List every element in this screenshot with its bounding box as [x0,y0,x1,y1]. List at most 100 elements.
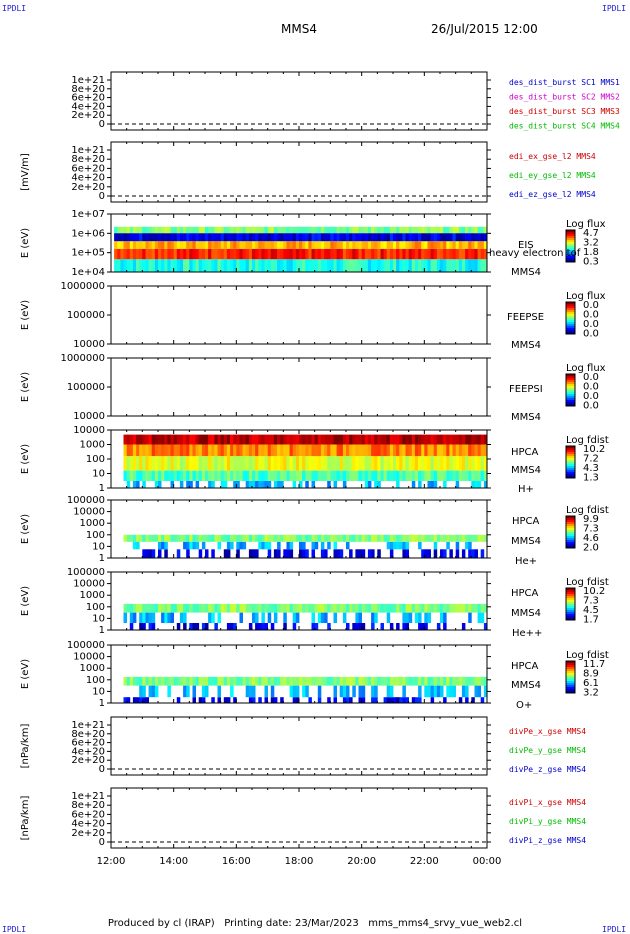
colorbar-value: 4.3 [583,463,599,474]
spectrogram-cell [261,233,265,242]
colorbar-segment [566,516,575,519]
y-tick-label: 6e+20 [71,809,105,820]
y-tick-label: 1e+04 [71,267,105,278]
legend-entry: edi_ex_gse_l2 MMS4 [509,152,596,161]
spectrogram-cell [183,444,187,457]
spectrogram-cell [342,259,347,272]
spectrogram-cell [258,534,262,542]
spectrogram-cell [389,444,394,457]
y-tick-label: 1 [99,553,105,564]
spectrogram-cell [402,676,406,686]
spectrogram-cell [305,444,309,457]
spectrogram-cell [440,470,444,481]
spectrogram-cell [433,259,438,272]
spectrogram-cell [371,241,375,249]
y-tick-label: 1e+07 [71,209,105,220]
spectrogram-cell [405,549,409,558]
spectrogram-cell [452,233,456,242]
colorbar-value: 3.2 [583,238,599,249]
spectrogram-cell [292,685,297,698]
spectrogram-cell [443,549,447,558]
spectrogram-cell [320,541,325,550]
spectrogram-cell [277,470,281,481]
spectrogram-cell [399,226,403,234]
spectrogram-cell [386,434,391,445]
spectrogram-cell [383,241,388,249]
spectrogram-cell [170,612,174,623]
spectrogram-cell [317,434,322,445]
spectrogram-cell [142,623,146,630]
spectrogram-cell [380,456,384,471]
spectrogram-cell [280,697,284,703]
panel-frame [110,71,488,131]
spectrogram-cell [383,697,388,703]
legend-entry: divPe_x_gse MMS4 [509,727,586,736]
spectrogram-cell [389,248,394,260]
spectrogram-cell [151,241,156,249]
spectrogram-cell [299,549,303,558]
spectrogram-cell [393,676,397,686]
spectrogram-cell [136,470,140,481]
spectrogram-cell [336,444,341,457]
spectrogram-cell [132,603,137,613]
spectrogram-cell [320,259,325,272]
spectrogram-cell [192,434,196,445]
spectrogram-cell [349,233,353,242]
spectrogram-cell [436,248,441,260]
spectrogram-cell [264,676,268,686]
spectrogram-cell [148,241,153,249]
colorbar-segment [566,328,575,331]
instrument-label: MMS4 [511,680,541,691]
spectrogram-cell [211,434,215,445]
spectrogram-cell [308,434,312,445]
spectrogram-cell [289,233,294,242]
spectrogram-cell [333,248,337,260]
colorbar-value: 0.0 [583,391,599,402]
spectrogram-cell [389,456,394,471]
spectrogram-cell [245,259,250,272]
colorbar-segment [566,466,575,469]
spectrogram-cell [311,534,315,542]
spectrogram-cell [443,612,447,623]
colorbar-segment [566,663,575,666]
spectrogram-cell [471,233,475,242]
spectrogram-cell [245,456,250,471]
spectrogram-cell [396,226,400,234]
spectrogram-cell [333,612,337,623]
spectrogram-cell [402,612,406,623]
spectrogram-cell [396,541,400,550]
spectrogram-cell [126,676,131,686]
x-tick-label: 20:00 [347,856,376,867]
spectrogram-cell [248,549,253,558]
spectrogram-cell [161,541,165,550]
spectrogram-cell [248,434,253,445]
spectrogram-cell [480,259,485,272]
spectrogram-cell [427,612,431,623]
y-tick-label: 100000 [67,567,105,578]
spectrogram-cell [129,434,134,445]
spectrogram-cell [333,233,337,242]
panel-frame [110,716,488,776]
spectrogram-cell [129,226,134,234]
spectrogram-cell [402,259,406,272]
spectrogram-cell [320,444,325,457]
spectrogram-cell [361,248,366,260]
spectrogram-cell [192,676,196,686]
spectrogram-cell [418,233,422,242]
y-axis-label: E (eV) [20,300,31,330]
spectrogram-cell [114,241,118,249]
spectrogram-cell [233,259,237,272]
spectrogram-cell [402,603,406,613]
spectrogram-cell [214,603,218,613]
spectrogram-cell [267,676,272,686]
spectrogram-cell [252,470,256,481]
spectrogram-cell [471,534,475,542]
spectrogram-cell [120,259,124,272]
spectrogram-cell [142,241,146,249]
spectrogram-cell [186,248,190,260]
spectrogram-cell [414,259,419,272]
spectrogram-cell [461,233,466,242]
spectrogram-cell [389,697,394,703]
spectrogram-cell [164,226,168,234]
colorbar-segment [566,683,575,686]
